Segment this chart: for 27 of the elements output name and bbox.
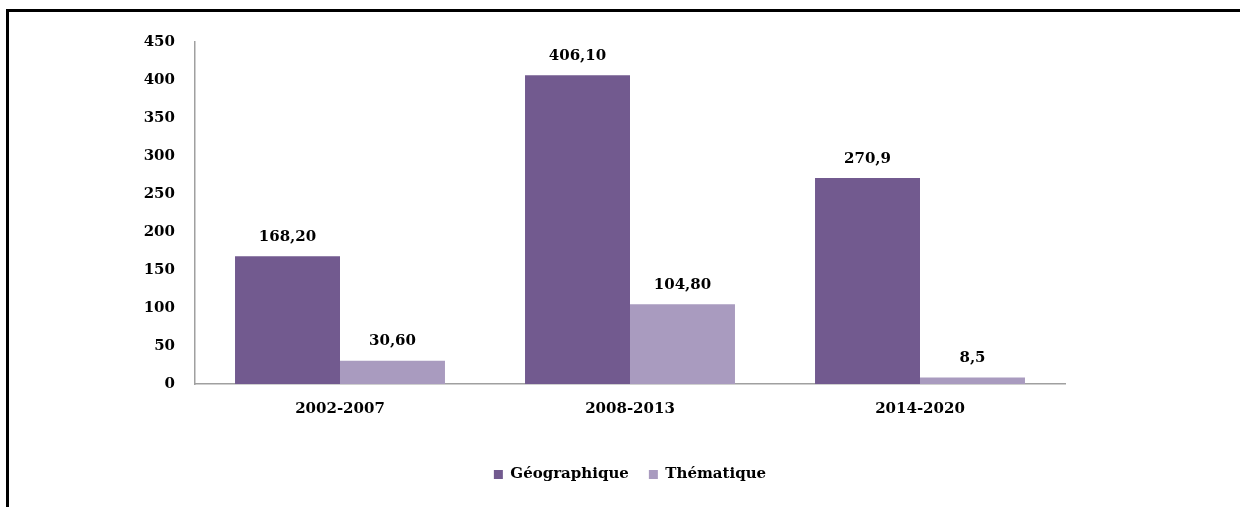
y-tick-label: 400 bbox=[143, 69, 175, 88]
y-tick-label: 200 bbox=[143, 221, 175, 240]
legend-label: Thématique bbox=[665, 464, 767, 483]
bar bbox=[630, 304, 735, 384]
bar bbox=[920, 377, 1025, 384]
data-label: 270,9 bbox=[844, 148, 891, 167]
data-label: 406,10 bbox=[548, 45, 607, 64]
bar bbox=[815, 178, 920, 384]
bar bbox=[340, 360, 445, 384]
x-tick-label: 2008-2013 bbox=[585, 398, 675, 417]
bar bbox=[525, 75, 630, 384]
bar bbox=[235, 256, 340, 384]
y-tick-label: 100 bbox=[143, 297, 175, 316]
y-tick-label: 450 bbox=[143, 31, 175, 50]
y-tick-label: 350 bbox=[143, 107, 175, 126]
data-label: 30,60 bbox=[369, 331, 416, 350]
y-tick-label: 150 bbox=[143, 259, 175, 278]
y-tick-label: 50 bbox=[154, 335, 175, 354]
y-tick-label: 250 bbox=[143, 183, 175, 202]
x-tick-label: 2002-2007 bbox=[295, 398, 385, 417]
data-label: 8,5 bbox=[959, 347, 986, 366]
y-tick-label: 300 bbox=[143, 145, 175, 164]
x-tick-label: 2014-2020 bbox=[875, 398, 965, 417]
data-label: 168,20 bbox=[258, 226, 317, 245]
data-label: 104,80 bbox=[653, 274, 712, 293]
y-tick-label: 0 bbox=[164, 373, 175, 392]
legend-label: Géographique bbox=[510, 464, 629, 483]
